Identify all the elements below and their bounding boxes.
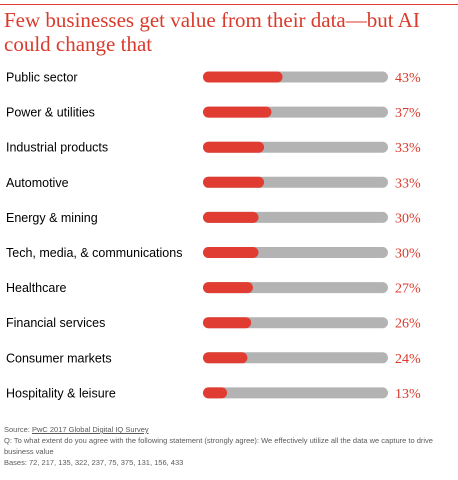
category-label: Healthcare bbox=[6, 281, 66, 295]
bar bbox=[203, 247, 259, 258]
value-label: 30% bbox=[395, 247, 421, 262]
category-label: Financial services bbox=[6, 316, 105, 330]
value-label: 13% bbox=[395, 387, 421, 402]
bar bbox=[203, 176, 265, 188]
source-link[interactable]: PwC 2017 Global Digital IQ Survey bbox=[31, 425, 149, 434]
category-label: Consumer markets bbox=[6, 351, 112, 365]
value-label: 43% bbox=[395, 71, 421, 86]
value-label: 33% bbox=[395, 176, 421, 191]
bar bbox=[203, 141, 265, 153]
bar-chart: Public sector 43% Power & utilities 37% Indu… bbox=[6, 71, 421, 402]
category-label: Hospitality & leisure bbox=[6, 386, 116, 400]
bar bbox=[203, 71, 283, 83]
chart-footer: Source: PwC 2017 Global Digital IQ Surve… bbox=[4, 424, 454, 468]
survey-question: Q: To what extent do you agree with the … bbox=[4, 436, 433, 456]
value-label: 37% bbox=[395, 106, 421, 121]
category-label: Energy & mining bbox=[6, 211, 98, 225]
value-label: 24% bbox=[395, 352, 421, 367]
bar-track bbox=[203, 352, 388, 364]
category-label: Automotive bbox=[6, 176, 69, 190]
value-label: 26% bbox=[395, 317, 421, 332]
chart-title: Few businesses get value from their data… bbox=[4, 8, 420, 56]
category-label: Public sector bbox=[6, 71, 78, 85]
top-rule bbox=[0, 4, 458, 5]
bar bbox=[203, 352, 248, 364]
sample-bases: Bases: 72, 217, 135, 322, 237, 75, 375, … bbox=[4, 458, 184, 467]
value-label: 33% bbox=[395, 141, 421, 156]
bar-track bbox=[203, 387, 388, 399]
value-label: 27% bbox=[395, 282, 421, 297]
category-label: Tech, media, & communications bbox=[6, 246, 182, 260]
category-label: Industrial products bbox=[6, 141, 108, 155]
bar bbox=[203, 387, 228, 399]
value-label: 30% bbox=[395, 211, 421, 226]
source-prefix: Source: bbox=[4, 425, 32, 434]
bar bbox=[203, 317, 252, 329]
bar bbox=[203, 106, 272, 118]
bar bbox=[203, 282, 253, 294]
bar bbox=[203, 211, 259, 223]
source-line: Source: PwC 2017 Global Digital IQ Surve… bbox=[4, 424, 454, 435]
category-label: Power & utilities bbox=[6, 106, 95, 120]
